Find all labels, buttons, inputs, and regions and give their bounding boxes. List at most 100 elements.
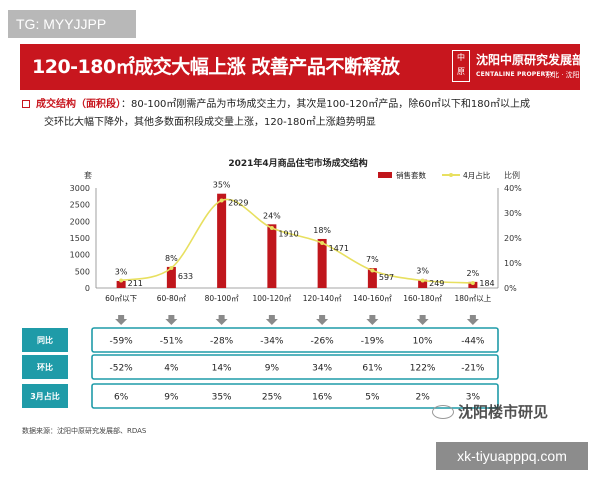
- centaline-logo-icon: 中 原: [452, 50, 470, 82]
- bar-sales-units: [116, 280, 126, 288]
- table-cell-value: 122%: [410, 364, 436, 374]
- share-line-point: [420, 278, 425, 283]
- summary-bullet: 成交结构（面积段）：80-100㎡刚需产品为市场成交主力，其次是100-120㎡…: [22, 96, 582, 132]
- left-tick-label: 3000: [70, 184, 90, 193]
- table-cell-value: 34%: [312, 364, 332, 374]
- share-line-series: [120, 198, 473, 284]
- bar-data-label: 1910: [278, 229, 298, 238]
- right-axis-unit: 比例: [504, 170, 520, 180]
- wechat-icon: [432, 405, 454, 419]
- table-cell-value: -28%: [210, 337, 234, 347]
- watermark-top-left: TG: MYYJJPP: [8, 10, 136, 38]
- table-row-header-label: 同比: [37, 335, 53, 345]
- chart-title: 2021年4月商品住宅市场成交结构: [228, 157, 367, 169]
- right-tick-label: 20%: [504, 234, 522, 243]
- table-row-header-cell: [22, 328, 68, 352]
- table-cell-value: -59%: [109, 337, 133, 347]
- share-data-label: 35%: [213, 181, 231, 190]
- left-tick-label: 2000: [70, 217, 90, 226]
- table-cell-value: -34%: [260, 337, 284, 347]
- legend-swatch-bars: [378, 172, 392, 178]
- share-line-point: [119, 278, 124, 283]
- table-cell-value: 6%: [114, 393, 129, 403]
- table-row-header-cell: [22, 355, 68, 379]
- table-cell-value: 14%: [212, 364, 232, 374]
- share-line-point: [219, 198, 224, 203]
- bar-data-label: 1471: [329, 244, 349, 253]
- down-arrow-icon: [316, 315, 329, 325]
- table-cell-value: 4%: [164, 364, 179, 374]
- table-row-frame: [91, 354, 499, 380]
- table-cell-value: 16%: [312, 393, 332, 403]
- bullet-heading: 成交结构（面积段）: [36, 99, 121, 110]
- table-row-header-cell: [22, 384, 68, 408]
- category-tick-label: 140-160㎡: [353, 294, 392, 303]
- right-tick-label: 0%: [504, 284, 517, 293]
- table-cell-value: 25%: [262, 393, 282, 403]
- legend-label-bars: 销售套数: [396, 170, 426, 180]
- left-tick-label: 1000: [70, 251, 90, 260]
- table-cell-value: -26%: [310, 337, 334, 347]
- bar-sales-units: [418, 279, 428, 288]
- down-arrow-icon: [165, 315, 178, 325]
- bar-sales-units: [317, 238, 327, 288]
- share-data-label: 24%: [263, 211, 281, 220]
- category-tick-label: 180㎡以上: [454, 294, 491, 303]
- brand-name-cn: 沈阳中原研究发展部: [476, 53, 585, 67]
- logo-char-1: 中: [457, 53, 465, 62]
- bar-data-label: 597: [379, 273, 394, 282]
- share-line-point: [470, 281, 475, 285]
- bar-sales-units: [166, 266, 176, 288]
- brand-city: 东北 · 沈阳: [545, 71, 580, 79]
- down-arrow-icon: [366, 315, 379, 325]
- left-axis-unit: 套: [84, 170, 92, 180]
- logo-char-2: 原: [457, 67, 465, 76]
- share-line-point: [320, 241, 325, 245]
- left-tick-label: 0: [85, 284, 90, 293]
- bar-sales-units: [217, 193, 227, 288]
- down-arrow-icon: [115, 315, 128, 325]
- share-line-point: [269, 226, 274, 230]
- left-tick-label: 1500: [70, 234, 90, 243]
- share-line-point: [169, 266, 174, 270]
- down-arrow-icon: [215, 315, 228, 325]
- table-cell-value: 61%: [362, 364, 382, 374]
- table-row-frame: [91, 383, 499, 409]
- wechat-account-watermark: 沈阳楼市研见: [458, 403, 549, 421]
- category-tick-label: 120-140㎡: [303, 294, 342, 303]
- category-tick-label: 160-180㎡: [403, 294, 442, 303]
- table-cell-value: 9%: [164, 393, 179, 403]
- table-row-frame: [91, 327, 499, 353]
- share-data-label: 3%: [115, 268, 128, 277]
- watermark-bottom-right: xk-tiyuapppq.com: [436, 442, 588, 470]
- category-tick-label: 80-100㎡: [205, 294, 240, 303]
- bullet-square-icon: [22, 100, 30, 108]
- banner-title: 120-180㎡成交大幅上涨 改善产品不断释放: [32, 56, 400, 78]
- bar-data-label: 184: [479, 279, 494, 288]
- down-arrow-icon: [416, 315, 429, 325]
- table-row-header-label: 3月占比: [30, 391, 60, 401]
- table-cell-value: 2%: [415, 393, 430, 403]
- bar-sales-units: [367, 268, 377, 288]
- down-arrow-icon: [265, 315, 278, 325]
- share-data-label: 7%: [366, 255, 379, 264]
- category-tick-label: 60-80㎡: [157, 294, 187, 303]
- table-cell-value: 9%: [265, 364, 280, 374]
- table-cell-value: -51%: [160, 337, 184, 347]
- title-banner: 120-180㎡成交大幅上涨 改善产品不断释放 中 原 沈阳中原研究发展部 CE…: [20, 44, 584, 90]
- legend-marker-line: [449, 173, 453, 177]
- data-source-note: 数据来源：沈阳中原研究发展部、RDAS: [22, 427, 147, 435]
- table-cell-value: -44%: [461, 337, 485, 347]
- table-cell-value: 3%: [466, 393, 481, 403]
- share-line-point: [370, 268, 375, 273]
- share-data-label: 8%: [165, 254, 178, 263]
- bar-data-label: 2829: [228, 199, 248, 208]
- legend-label-line: 4月占比: [463, 170, 491, 180]
- left-tick-label: 500: [75, 267, 90, 276]
- table-cell-value: -19%: [361, 337, 385, 347]
- share-data-label: 3%: [416, 267, 429, 276]
- share-data-label: 18%: [313, 226, 331, 235]
- table-cell-value: -52%: [109, 364, 133, 374]
- table-cell-value: 5%: [365, 393, 380, 403]
